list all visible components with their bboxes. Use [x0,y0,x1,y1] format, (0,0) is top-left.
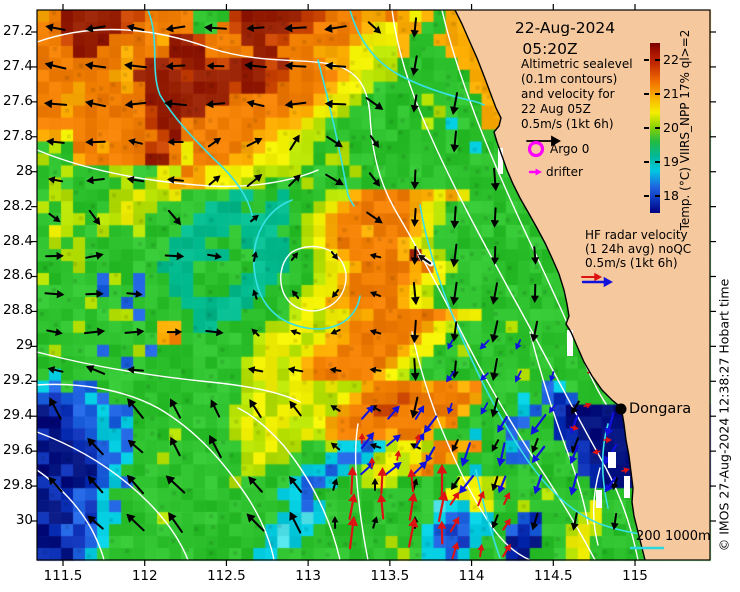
map-time: 05:20Z [522,40,578,58]
argo-label: Argo 0 [550,142,590,156]
colorbar-tick-mark [655,59,660,61]
colorbar-tick-mark [655,195,660,197]
city-label: Dongara [629,401,692,417]
colorbar-tick-mark [655,127,660,129]
legend-line-3: and velocity for [521,87,615,101]
map-date: 22-Aug-2024 [514,19,616,37]
y-tick-label: 28.2 [2,197,33,214]
colorbar-tick-mark [644,195,649,197]
x-tick-label: 112 [131,568,158,584]
legend-line-4: 22 Aug 05Z [521,102,591,116]
y-tick-label: 30 [15,511,33,528]
colorbar-tick-label: 20 [663,120,679,135]
y-tick-label: 29 [15,337,33,354]
colorbar-tick-mark [644,59,649,61]
y-tick-label: 27.4 [2,57,33,74]
colorbar-tick-mark [644,161,649,163]
y-tick-label: 29.8 [2,477,33,494]
y-tick-label: 28 [15,162,33,179]
x-tick-label: 113.5 [370,568,410,584]
legend-line-1: Altimetric sealevel [521,57,633,71]
colorbar-tick-mark [644,93,649,95]
x-tick-label: 114 [458,568,485,584]
colorbar-tick-mark [655,93,660,95]
scalebar-label: 200 1000m [636,529,711,544]
x-tick-label: 113 [295,568,322,584]
colorbar-tick-mark [655,161,660,163]
x-tick-label: 115 [622,568,648,584]
colorbar-tick-label: 22 [663,52,679,67]
y-tick-label: 28.8 [2,302,33,319]
colorbar-tick-label: 21 [663,86,679,101]
x-tick-label: 111.5 [43,568,83,584]
y-tick-label: 28.4 [2,232,33,249]
hf-line-1: HF radar velocity [585,228,688,242]
colorbar-tick-label: 19 [663,154,679,169]
colorbar-label: Temp. (°C) VIIRS_NPP 17% ql>=2 [678,29,692,231]
y-tick-label: 28.6 [2,267,33,284]
x-tick-label: 114.5 [533,568,573,584]
colorbar-tick-mark [644,127,649,129]
drifter-label: drifter [546,165,583,179]
y-tick-label: 29.2 [2,372,33,389]
legend-line-2: (0.1m contours) [521,72,618,86]
y-tick-label: 29.6 [2,442,33,459]
y-tick-label: 27.8 [2,127,33,144]
y-tick-label: 29.4 [2,407,33,424]
y-tick-label: 27.6 [2,92,33,109]
y-tick-label: 27.2 [2,23,33,39]
legend-line-5: 0.5m/s (1kt 6h) [521,117,614,131]
x-tick-label: 112.5 [207,568,246,584]
credit-text: © IMOS 27-Aug-2024 12:38:27 Hobart time [716,278,732,552]
colorbar-tick-label: 18 [663,188,679,203]
hf-line-3: 0.5m/s (1kt 6h) [585,256,678,270]
hf-line-2: (1 24h avg) noQC [585,242,692,256]
